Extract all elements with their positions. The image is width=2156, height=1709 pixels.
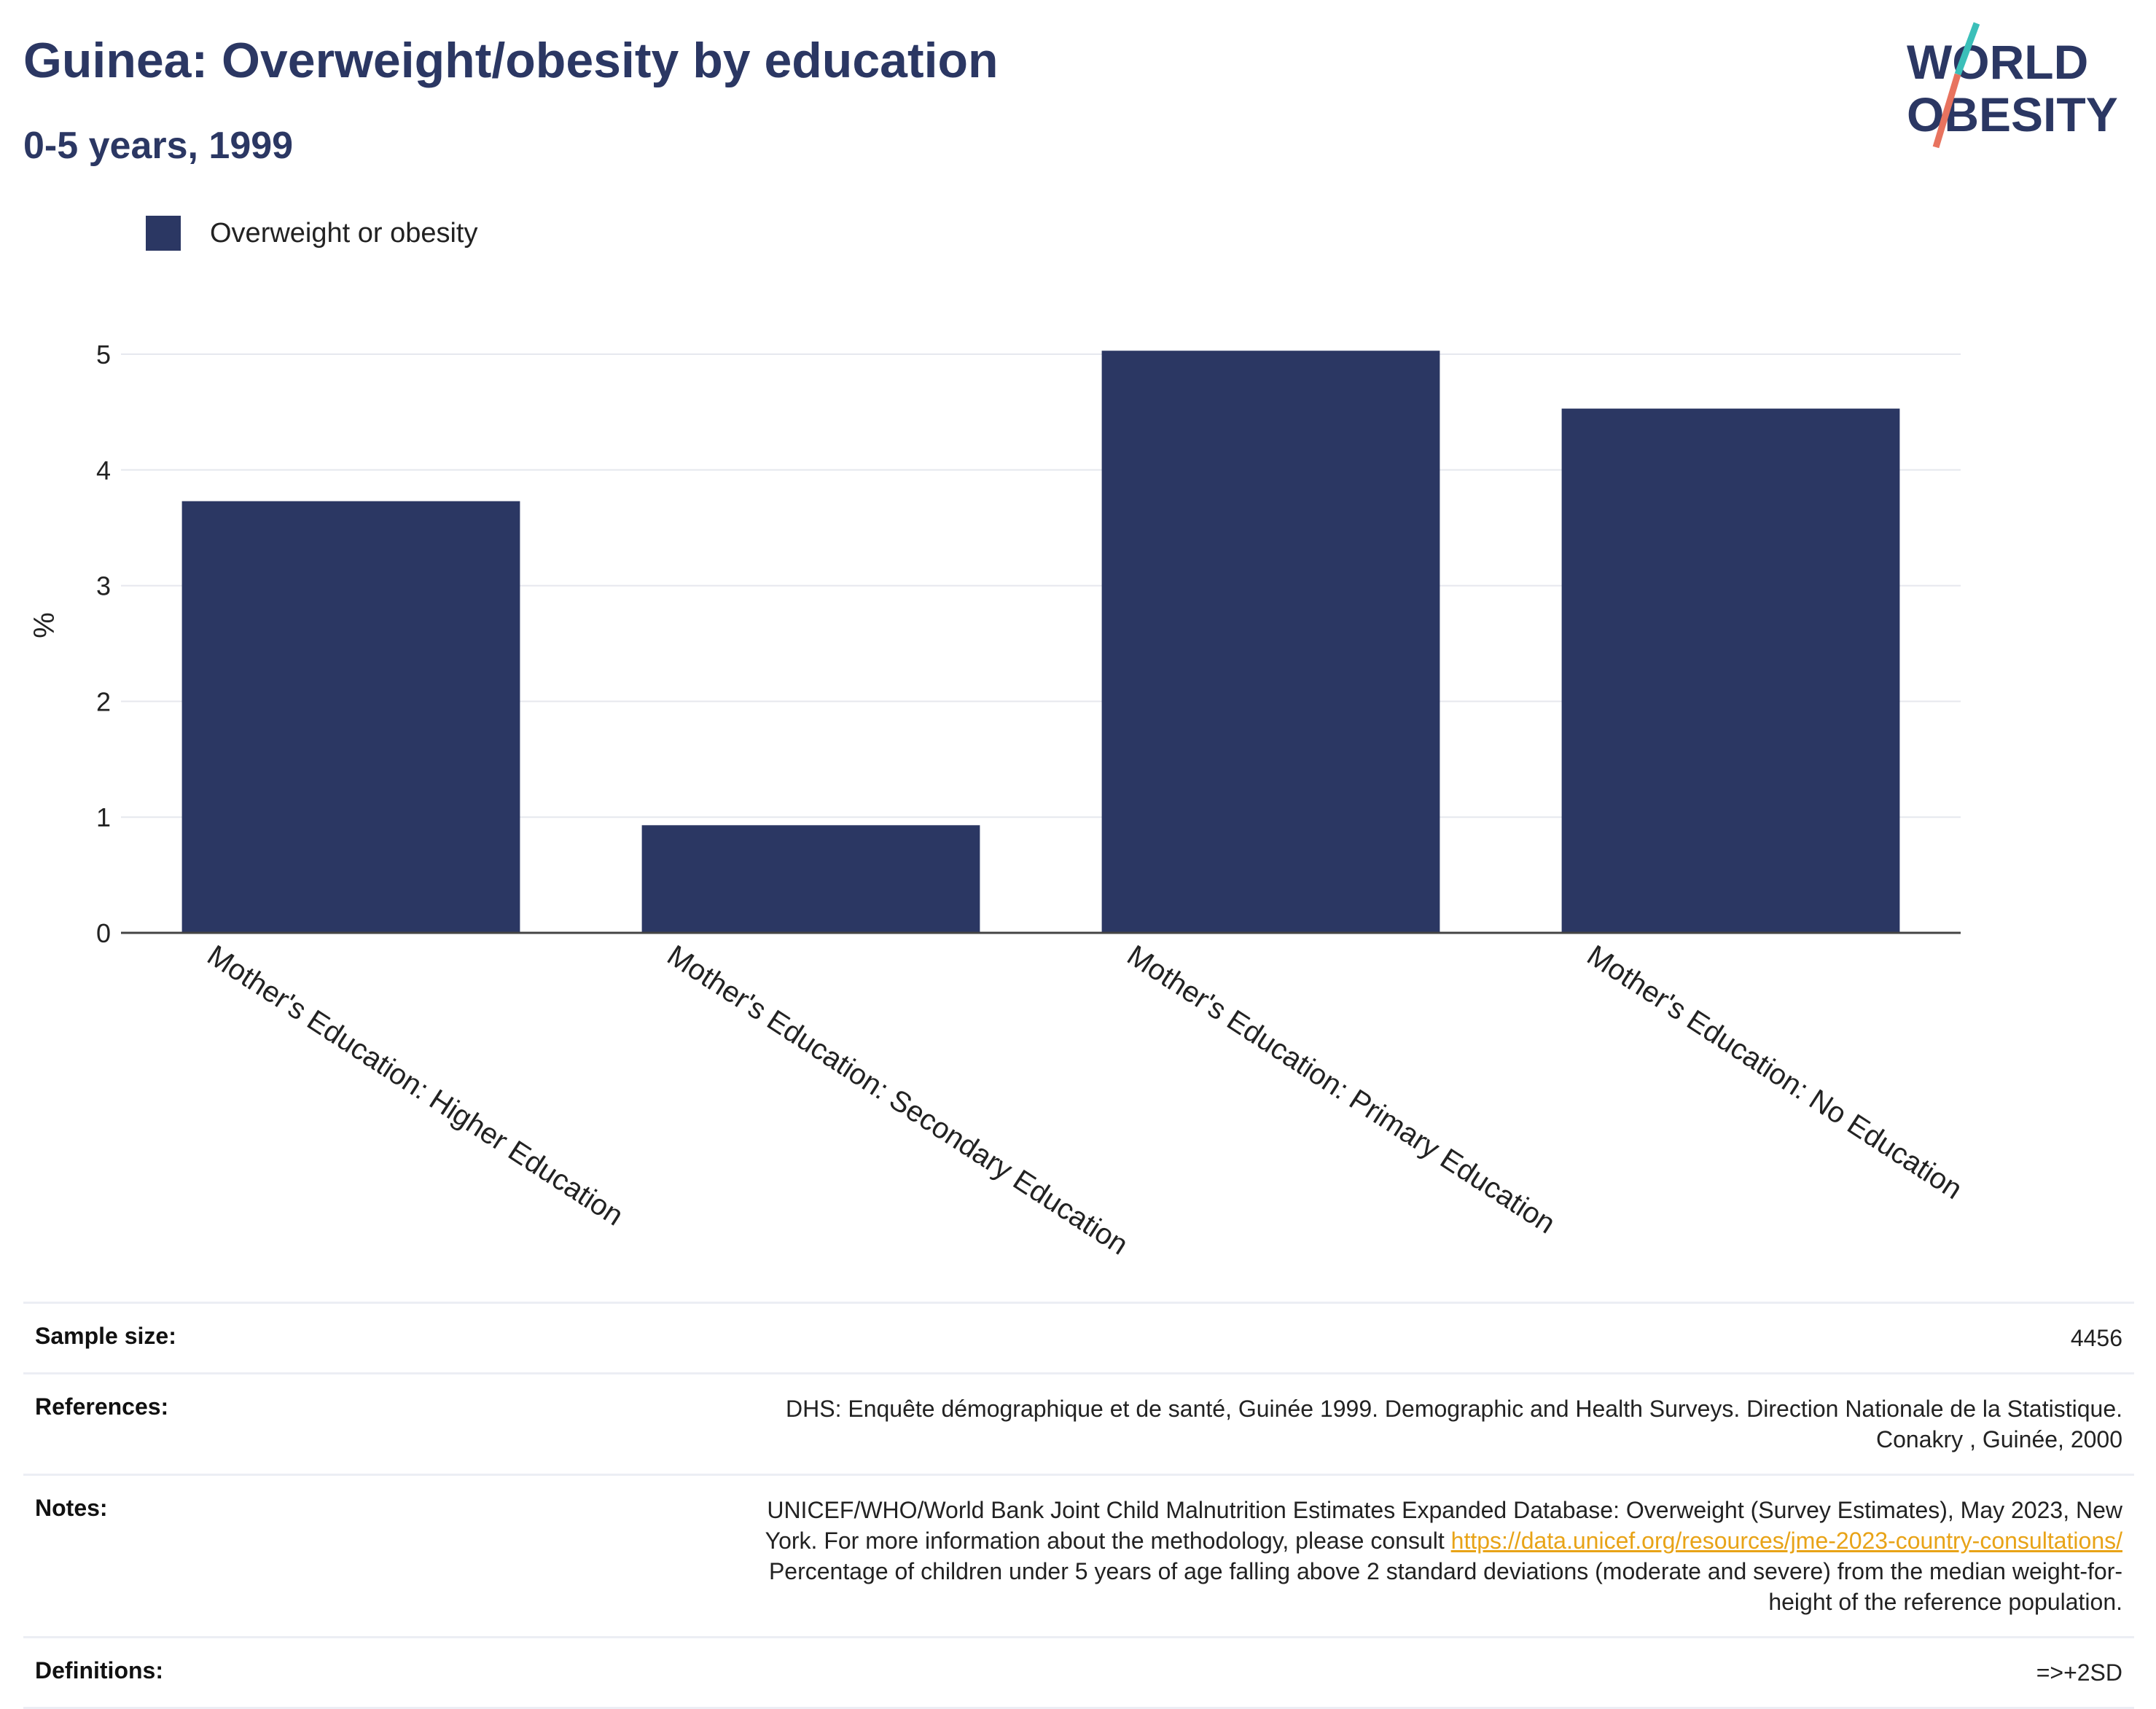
sample-size-label: Sample size: (35, 1323, 176, 1349)
bar (641, 825, 980, 933)
x-tick-label: Mother's Education: Secondary Education (662, 939, 1134, 1262)
legend: Overweight or obesity (146, 216, 478, 251)
notes-line2: York. For more information about the met… (765, 1528, 1451, 1554)
bar (1561, 408, 1900, 933)
definitions-value: =>+2SD (2036, 1659, 2122, 1686)
footer-row-sample-size: Sample size: 4456 (23, 1302, 2134, 1372)
y-tick-label: 0 (96, 918, 111, 948)
chart-title: Guinea: Overweight/obesity by education (23, 33, 999, 88)
footer-row-references: References: DHS: Enquête démographique e… (23, 1372, 2134, 1474)
references-label: References: (35, 1393, 169, 1420)
definitions-label: Definitions: (35, 1657, 163, 1683)
methodology-link[interactable]: https://data.unicef.org/resources/jme-20… (1450, 1528, 2122, 1554)
footer-table: Sample size: 4456 References: DHS: Enquê… (23, 1302, 2134, 1709)
notes-value: UNICEF/WHO/World Bank Joint Child Malnut… (765, 1495, 2122, 1617)
legend-label: Overweight or obesity (210, 217, 478, 249)
y-axis-label: % (28, 612, 60, 638)
x-tick-label: Mother's Education: Higher Education (202, 939, 629, 1232)
footer-row-notes: Notes: UNICEF/WHO/World Bank Joint Child… (23, 1474, 2134, 1636)
bar (181, 501, 520, 933)
y-tick-label: 3 (96, 571, 111, 601)
y-tick-label: 4 (96, 455, 111, 485)
notes-line3: Percentage of children under 5 years of … (768, 1558, 2122, 1584)
notes-line4: height of the reference population. (1768, 1589, 2122, 1615)
x-tick-label: Mother's Education: No Education (1582, 939, 1968, 1206)
references-line2: Conakry , Guinée, 2000 (1876, 1426, 2122, 1452)
y-tick-label: 2 (96, 687, 111, 716)
chart-subtitle: 0-5 years, 1999 (23, 125, 294, 167)
logo-slash-coral (1932, 73, 1961, 149)
notes-label: Notes: (35, 1495, 108, 1521)
notes-line1: UNICEF/WHO/World Bank Joint Child Malnut… (767, 1497, 2122, 1523)
references-value: DHS: Enquête démographique et de santé, … (786, 1393, 2122, 1455)
bar (1101, 351, 1440, 934)
logo-line1: WORLD (1907, 35, 2088, 89)
footer-row-definitions: Definitions: =>+2SD (23, 1636, 2134, 1709)
y-tick-label: 1 (96, 802, 111, 832)
legend-swatch (146, 216, 181, 251)
references-line1: DHS: Enquête démographique et de santé, … (786, 1396, 2122, 1422)
y-tick-label: 5 (96, 340, 111, 369)
sample-size-value: 4456 (2070, 1325, 2122, 1351)
logo-slash-teal (1954, 22, 1980, 76)
world-obesity-logo: WORLD OBESITY (1907, 22, 2118, 149)
x-tick-label: Mother's Education: Primary Education (1122, 939, 1561, 1240)
bar-chart: 0 1 2 3 4 5% Mother's Education: Higher Educat… (28, 340, 1968, 1262)
